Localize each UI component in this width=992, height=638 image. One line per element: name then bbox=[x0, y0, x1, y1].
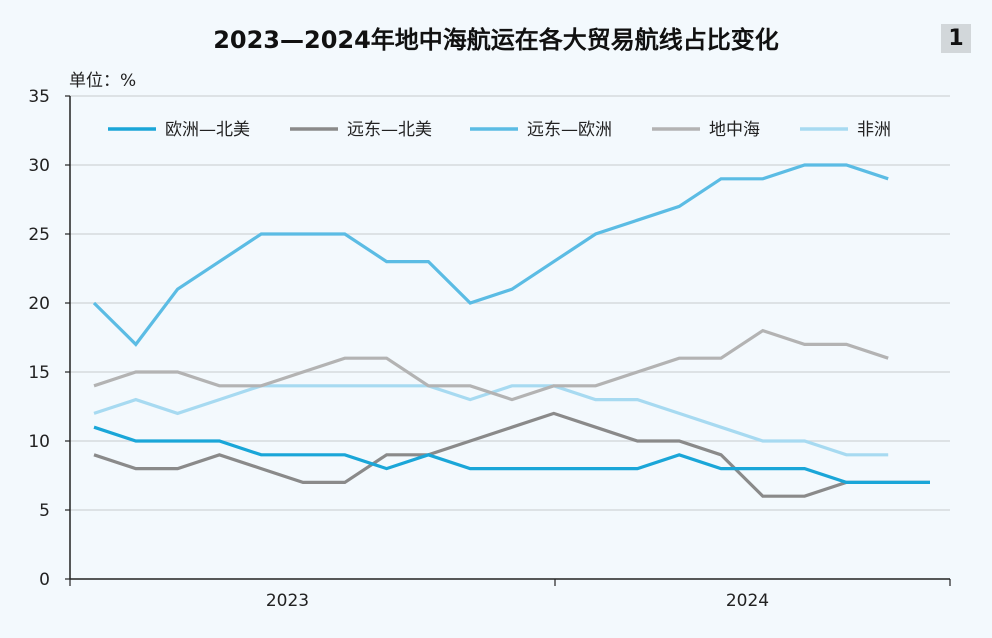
series-line bbox=[93, 328, 889, 402]
series-lines bbox=[92, 163, 930, 498]
y-tick-label: 35 bbox=[28, 87, 50, 107]
grid-lines bbox=[70, 95, 950, 511]
figure-number-badge: 1 bbox=[941, 24, 971, 53]
y-tick-label: 5 bbox=[39, 501, 50, 521]
legend-label: 远东—北美 bbox=[347, 120, 432, 140]
axes: 0 5 10 15 20 25 30 35 2023 2024 bbox=[28, 87, 951, 611]
x-group-label: 2024 bbox=[726, 591, 769, 611]
y-tick-label: 25 bbox=[28, 225, 50, 245]
series-line bbox=[93, 384, 889, 457]
y-tick-label: 15 bbox=[28, 363, 50, 383]
y-axis-unit-label: 单位：% bbox=[69, 71, 137, 91]
y-tick-label: 10 bbox=[28, 432, 50, 452]
legend-label: 地中海 bbox=[709, 120, 760, 140]
chart-title: 2023—2024年地中海航运在各大贸易航线占比变化 bbox=[213, 26, 779, 54]
legend-label: 欧洲—北美 bbox=[165, 120, 250, 140]
x-group-label: 2023 bbox=[266, 591, 309, 611]
y-tick-label: 0 bbox=[39, 570, 50, 590]
legend-label: 非洲 bbox=[857, 120, 891, 140]
legend-label: 远东—欧洲 bbox=[527, 120, 612, 140]
y-tick-label: 30 bbox=[28, 156, 50, 176]
legend: 欧洲—北美 远东—北美 远东—欧洲 地中海 非洲 bbox=[108, 120, 891, 140]
series-line bbox=[92, 163, 889, 347]
series-line bbox=[93, 425, 930, 484]
y-tick-label: 20 bbox=[28, 294, 50, 314]
series-line bbox=[93, 411, 930, 498]
